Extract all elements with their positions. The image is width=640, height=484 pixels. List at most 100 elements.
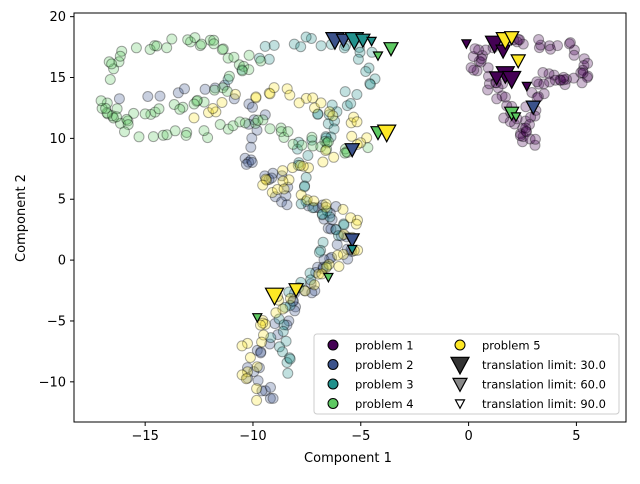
data-point — [299, 180, 311, 192]
data-point — [324, 207, 336, 219]
data-point — [256, 385, 268, 397]
data-point — [284, 89, 296, 101]
data-point — [305, 274, 317, 286]
legend-marker — [327, 398, 339, 409]
data-point — [277, 303, 289, 315]
data-point — [259, 170, 271, 182]
data-point — [265, 332, 277, 344]
data-point — [299, 181, 310, 193]
data-point — [245, 154, 257, 166]
data-point — [251, 124, 263, 136]
data-point — [181, 127, 193, 138]
data-point — [282, 126, 294, 138]
data-point — [543, 68, 555, 80]
data-point — [477, 50, 488, 61]
data-point — [524, 133, 536, 145]
triangle-marker — [288, 283, 305, 298]
triangle-marker — [251, 313, 263, 324]
data-point — [338, 218, 350, 230]
data-point — [271, 184, 283, 195]
data-point — [221, 85, 233, 97]
data-point — [312, 261, 324, 273]
data-point — [185, 36, 196, 48]
data-point — [581, 72, 593, 83]
data-point — [330, 201, 342, 212]
data-point — [324, 106, 336, 118]
data-point — [326, 214, 338, 226]
data-point — [475, 56, 487, 68]
legend-box — [313, 333, 620, 415]
data-point — [300, 92, 312, 104]
data-point — [275, 122, 287, 134]
data-point — [287, 162, 298, 174]
data-point — [203, 107, 214, 119]
triangle-marker — [366, 36, 378, 47]
data-point — [169, 125, 181, 137]
data-point — [280, 335, 292, 347]
legend-items: problem 1 problem 2 problem 3 problem 4 prob… — [327, 339, 606, 411]
data-point — [161, 129, 173, 141]
data-point — [301, 194, 313, 206]
data-point — [287, 295, 299, 307]
data-point — [250, 92, 262, 104]
y-axis-label: Component 2 — [14, 174, 29, 262]
data-point — [199, 83, 211, 95]
data-point — [101, 97, 113, 109]
data-point — [179, 83, 190, 95]
data-point — [281, 199, 293, 211]
data-point — [499, 91, 511, 103]
data-point — [303, 162, 314, 174]
triangle-marker — [372, 51, 384, 62]
data-point — [321, 143, 333, 155]
data-point — [297, 160, 309, 172]
data-point — [234, 116, 246, 128]
data-point — [308, 202, 320, 214]
data-point — [217, 82, 229, 94]
data-point — [341, 100, 353, 112]
data-point — [558, 74, 569, 86]
legend-label: problem 4 — [355, 397, 414, 411]
data-point — [236, 64, 248, 76]
data-point — [520, 125, 532, 137]
legend-entry: problem 3 — [327, 378, 414, 392]
data-point — [563, 38, 575, 50]
data-point — [255, 346, 267, 358]
data-point — [259, 40, 271, 52]
data-point — [255, 319, 266, 331]
data-point — [149, 106, 161, 118]
data-point — [291, 143, 303, 155]
data-point — [153, 103, 165, 115]
legend-entry: problem 4 — [327, 397, 414, 411]
legend: problem 1 problem 2 problem 3 problem 4 prob… — [313, 333, 620, 415]
data-point — [269, 318, 281, 330]
legend-marker — [327, 359, 339, 370]
data-point — [227, 120, 239, 132]
data-point — [122, 119, 134, 131]
data-point — [166, 33, 178, 45]
data-point — [268, 82, 280, 94]
data-point — [174, 103, 186, 115]
data-point — [236, 340, 248, 352]
data-point — [521, 126, 532, 138]
data-point — [535, 39, 547, 51]
data-point — [280, 190, 292, 202]
data-point — [142, 91, 154, 102]
data-point — [287, 295, 299, 307]
data-point — [531, 76, 543, 88]
data-point — [242, 337, 253, 349]
data-point — [552, 40, 563, 52]
data-point — [517, 38, 529, 50]
data-point — [95, 95, 107, 107]
data-point — [564, 37, 576, 49]
data-point — [106, 110, 118, 122]
y-tick-label: 0 — [58, 254, 66, 269]
data-point — [321, 137, 333, 149]
data-point — [316, 208, 328, 220]
data-point — [275, 126, 287, 138]
data-point — [266, 172, 278, 184]
data-point — [561, 73, 572, 85]
legend-marker — [327, 378, 339, 390]
data-point — [315, 141, 327, 153]
